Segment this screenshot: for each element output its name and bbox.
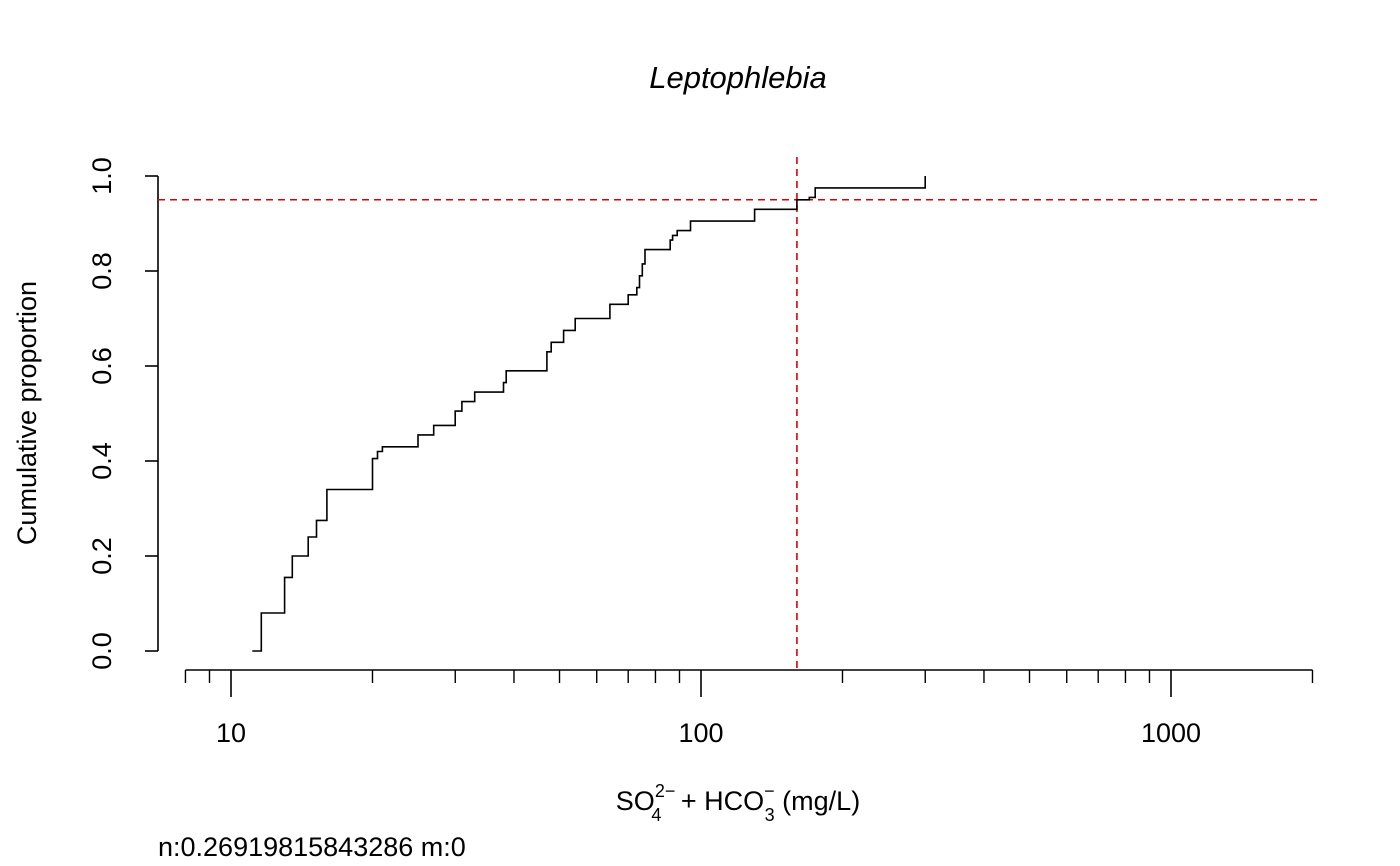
footer-note: n:0.26919815843286 m:0	[158, 832, 466, 862]
y-tick-label: 1.0	[87, 157, 117, 195]
x-label-sub-so4: 4	[651, 805, 661, 825]
reference-lines	[158, 157, 1320, 670]
x-axis-label: SO2− 4 + HCO− 3 (mg/L)	[616, 781, 860, 825]
x-label-sup-so4: 2−	[655, 781, 676, 801]
y-tick-label: 0.2	[87, 537, 117, 575]
x-tick-label: 1000	[1141, 718, 1201, 748]
x-tick-label: 10	[216, 718, 246, 748]
y-tick-label: 0.4	[87, 442, 117, 480]
x-label-hco: + HCO	[673, 786, 764, 816]
y-tick-label: 0.0	[87, 632, 117, 670]
y-axis-label: Cumulative proportion	[12, 281, 42, 545]
series	[252, 175, 926, 652]
y-tick-label: 0.8	[87, 252, 117, 290]
chart-text: Leptophlebia Cumulative proportion SO2− 4…	[12, 60, 860, 862]
axes: 10 100 1000 0.0 0.2 0.4 0.6 0.8 1.0	[87, 157, 1314, 748]
x-label-sup-hco3: −	[764, 781, 775, 801]
x-label-units: (mg/L)	[775, 786, 861, 816]
ecdf-step-line	[252, 176, 926, 652]
y-tick-label: 0.6	[87, 347, 117, 385]
x-label-sub-hco3: 3	[765, 805, 775, 825]
x-label-so: SO	[616, 786, 655, 816]
chart-title: Leptophlebia	[649, 60, 827, 95]
x-tick-label: 100	[678, 718, 723, 748]
